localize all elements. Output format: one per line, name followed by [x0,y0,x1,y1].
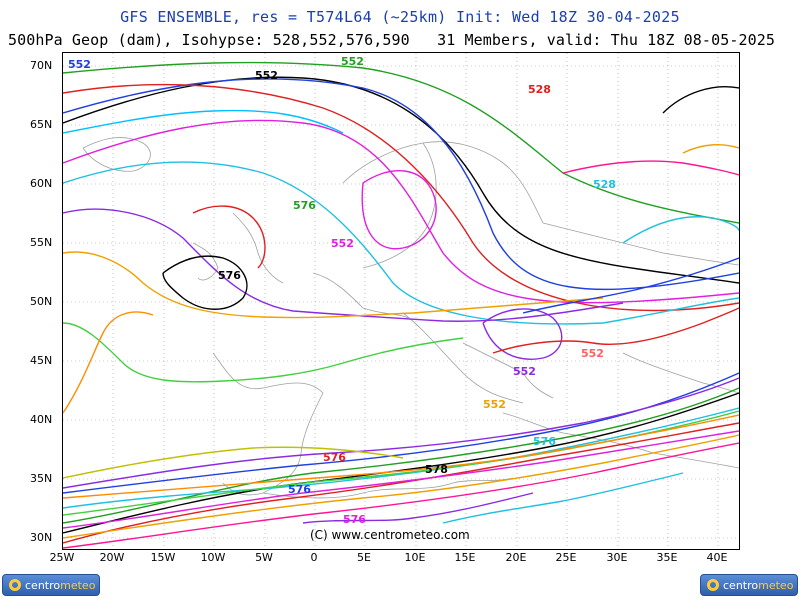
logo-text-accent: meteo [60,578,96,592]
lon-label: 25E [555,551,577,564]
lon-label: 15E [454,551,476,564]
contour-label: 576 [293,199,316,212]
contour-label: 576 [323,451,346,464]
lon-label: 35E [656,551,678,564]
contour-label: 552 [255,69,278,82]
contour-label: 552 [513,365,536,378]
lat-label: 50N [30,295,53,308]
contour-label: 552 [331,237,354,250]
lon-label: 0 [310,551,318,564]
contour-label: 552 [581,347,604,360]
lon-label: 5E [357,551,371,564]
contour-label: 576 [533,435,556,448]
map-canvas: 552 552 552 552 528 528 576 576 552 576 … [63,53,739,549]
contour-label: 578 [425,463,448,476]
lat-label: 70N [30,59,53,72]
lon-label: 5W [255,551,273,564]
coastlines [82,137,739,499]
map-panel[interactable]: 552 552 552 552 528 528 576 576 552 576 … [62,52,740,550]
contour-label: 528 [593,178,616,191]
lat-label: 55N [30,236,53,249]
logo-ring-icon [9,579,21,591]
isohypse-576 [63,372,739,549]
lon-label: 20W [99,551,125,564]
contour-label: 576 [288,483,311,496]
chart-subtitle: 500hPa Geop (dam), Isohypse: 528,552,576… [8,31,775,49]
logo-ring-icon [707,579,719,591]
contour-label: 552 [341,55,364,68]
lon-label: 40E [706,551,728,564]
centrometeo-logo-right[interactable]: centro meteo [700,574,798,596]
lat-label: 65N [30,118,53,131]
lat-label: 60N [30,177,53,190]
contour-label: 576 [218,269,241,282]
logo-text: centro [25,578,61,592]
contour-label: 552 [68,58,91,71]
logo-text: centro [723,578,759,592]
lon-label: 10W [200,551,226,564]
copyright-text: (C) www.centrometeo.com [310,528,470,542]
logo-text-accent: meteo [758,578,794,592]
lat-label: 45N [30,354,53,367]
contour-label: 576 [343,513,366,526]
lon-label: 20E [505,551,527,564]
lat-label: 40N [30,413,53,426]
lon-label: 15W [150,551,176,564]
contour-labels: 552 552 552 552 528 528 576 576 552 576 … [68,55,616,526]
lat-label: 30N [30,531,53,544]
centrometeo-logo-left[interactable]: centro meteo [2,574,100,596]
contour-label: 528 [528,83,551,96]
lon-label: 10E [404,551,426,564]
lon-label: 25W [49,551,75,564]
lon-label: 30E [606,551,628,564]
chart-title: GFS ENSEMBLE, res = T574L64 (~25km) Init… [120,8,680,26]
lat-label: 35N [30,472,53,485]
isohypse-552-528 [63,61,739,414]
contour-label: 552 [483,398,506,411]
